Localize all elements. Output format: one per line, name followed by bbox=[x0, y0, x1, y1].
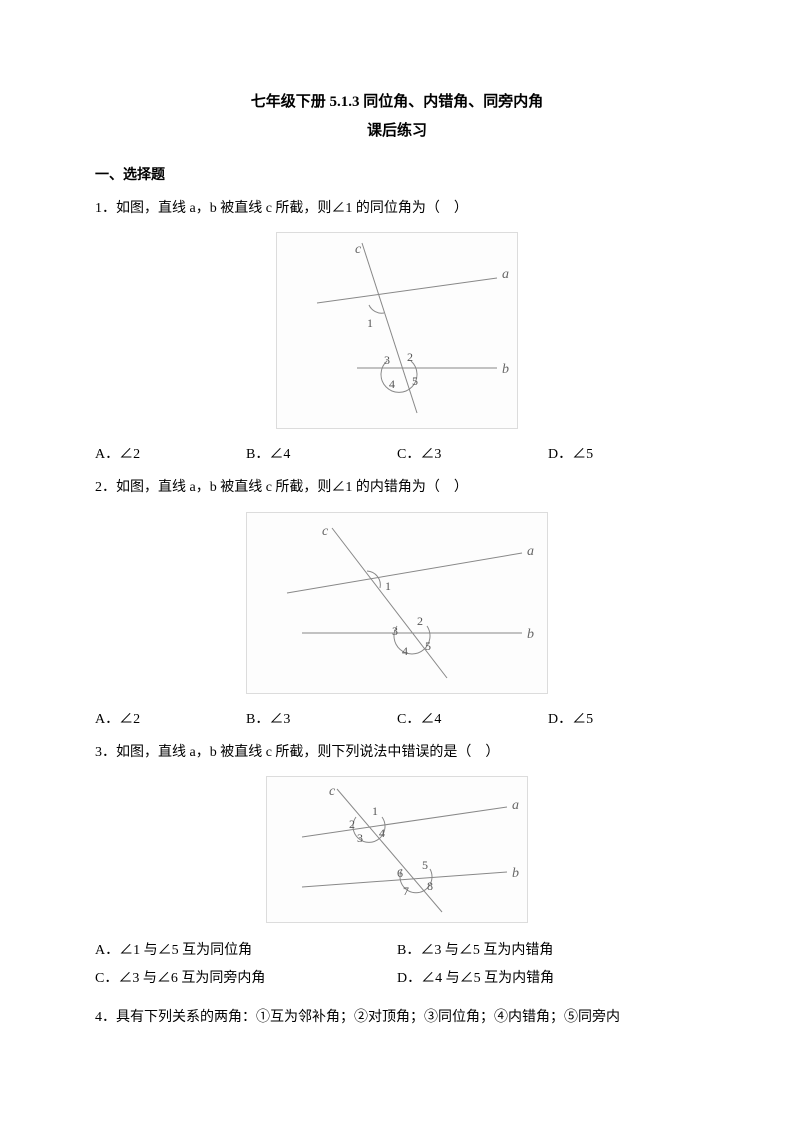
svg-text:5: 5 bbox=[422, 858, 428, 872]
svg-text:1: 1 bbox=[372, 804, 378, 818]
q3-opt-b: B．∠3 与∠5 互为内错角 bbox=[397, 937, 699, 965]
question-2-figure: a b c 1 2 34 5 bbox=[246, 512, 548, 694]
svg-text:4: 4 bbox=[379, 826, 385, 840]
svg-text:5: 5 bbox=[425, 639, 431, 653]
q1-opt-c: C．∠3 bbox=[397, 443, 548, 463]
q3-opt-a: A．∠1 与∠5 互为同位角 bbox=[95, 937, 397, 965]
question-1-options: A．∠2 B．∠4 C．∠3 D．∠5 bbox=[95, 443, 699, 463]
svg-text:a: a bbox=[527, 544, 534, 559]
svg-text:3: 3 bbox=[384, 353, 390, 367]
question-4-text: 4．具有下列关系的两角：①互为邻补角；②对顶角；③同位角；④内错角；⑤同旁内 bbox=[95, 1007, 699, 1029]
question-1-text: 1．如图，直线 a，b 被直线 c 所截，则∠1 的同位角为（ ） bbox=[95, 198, 699, 220]
q2-opt-c: C．∠4 bbox=[397, 708, 548, 728]
svg-text:c: c bbox=[329, 784, 336, 799]
q2-opt-b: B．∠3 bbox=[246, 708, 397, 728]
question-3-figure: abc12345678 bbox=[266, 776, 528, 923]
svg-text:3: 3 bbox=[357, 831, 363, 845]
q1-opt-d: D．∠5 bbox=[548, 443, 699, 463]
svg-text:c: c bbox=[322, 524, 329, 539]
question-2-text: 2．如图，直线 a，b 被直线 c 所截，则∠1 的内错角为（ ） bbox=[95, 477, 699, 499]
q3-opt-c: C．∠3 与∠6 互为同旁内角 bbox=[95, 965, 397, 993]
svg-text:6: 6 bbox=[397, 866, 403, 880]
svg-text:1: 1 bbox=[367, 316, 373, 330]
svg-text:5: 5 bbox=[412, 374, 418, 388]
svg-text:4: 4 bbox=[389, 377, 395, 391]
question-1-figure: a b c 1 2 3 4 5 bbox=[276, 232, 518, 429]
q2-opt-d: D．∠5 bbox=[548, 708, 699, 728]
question-3-text: 3．如图，直线 a，b 被直线 c 所截，则下列说法中错误的是（ ） bbox=[95, 742, 699, 764]
question-3-figure-wrap: abc12345678 bbox=[95, 776, 699, 923]
question-2-options: A．∠2 B．∠3 C．∠4 D．∠5 bbox=[95, 708, 699, 728]
question-1-figure-wrap: a b c 1 2 3 4 5 bbox=[95, 232, 699, 429]
svg-text:2: 2 bbox=[349, 817, 355, 831]
svg-text:a: a bbox=[512, 798, 519, 813]
svg-text:2: 2 bbox=[417, 614, 423, 628]
q1-opt-b: B．∠4 bbox=[246, 443, 397, 463]
svg-text:3: 3 bbox=[392, 624, 398, 638]
svg-text:4: 4 bbox=[402, 644, 408, 658]
q3-opt-d: D．∠4 与∠5 互为内错角 bbox=[397, 965, 699, 993]
svg-text:b: b bbox=[527, 627, 534, 642]
svg-text:b: b bbox=[502, 362, 509, 377]
page-title: 七年级下册 5.1.3 同位角、内错角、同旁内角 bbox=[95, 90, 699, 111]
svg-text:c: c bbox=[355, 242, 362, 257]
page-subtitle: 课后练习 bbox=[95, 119, 699, 140]
figure-3-svg: abc12345678 bbox=[267, 777, 527, 917]
question-3-options: A．∠1 与∠5 互为同位角 B．∠3 与∠5 互为内错角 C．∠3 与∠6 互… bbox=[95, 937, 699, 993]
svg-text:b: b bbox=[512, 866, 519, 881]
section-header-1: 一、选择题 bbox=[95, 164, 699, 184]
svg-text:8: 8 bbox=[427, 879, 433, 893]
q1-opt-a: A．∠2 bbox=[95, 443, 246, 463]
svg-text:a: a bbox=[502, 267, 509, 282]
svg-text:1: 1 bbox=[385, 579, 391, 593]
q2-opt-a: A．∠2 bbox=[95, 708, 246, 728]
question-2-figure-wrap: a b c 1 2 34 5 bbox=[95, 512, 699, 694]
svg-text:2: 2 bbox=[407, 350, 413, 364]
svg-text:7: 7 bbox=[403, 884, 409, 898]
figure-1-svg: a b c 1 2 3 4 5 bbox=[277, 233, 517, 423]
page: 七年级下册 5.1.3 同位角、内错角、同旁内角 课后练习 一、选择题 1．如图… bbox=[0, 0, 794, 1102]
figure-2-svg: a b c 1 2 34 5 bbox=[247, 513, 547, 688]
